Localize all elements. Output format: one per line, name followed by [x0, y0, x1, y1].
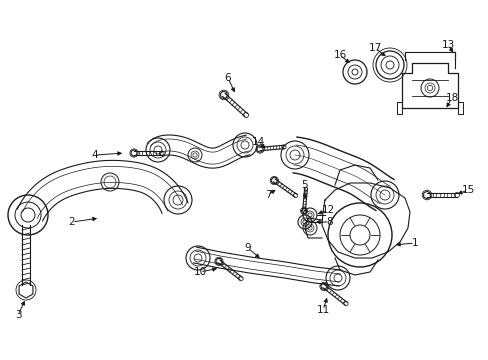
Text: 14: 14 — [251, 137, 264, 147]
Text: 9: 9 — [244, 243, 251, 253]
Text: 15: 15 — [461, 185, 474, 195]
Text: 18: 18 — [445, 93, 458, 103]
Bar — [457, 102, 462, 114]
Text: 7: 7 — [264, 190, 271, 200]
Text: 13: 13 — [441, 40, 454, 50]
Bar — [396, 102, 401, 114]
Text: 3: 3 — [15, 310, 21, 320]
Text: 6: 6 — [224, 73, 231, 83]
Text: 8: 8 — [326, 217, 333, 227]
Text: 17: 17 — [367, 43, 381, 53]
Text: 11: 11 — [316, 305, 329, 315]
Text: 16: 16 — [333, 50, 346, 60]
Text: 4: 4 — [92, 150, 98, 160]
Text: 1: 1 — [411, 238, 417, 248]
Text: 10: 10 — [193, 267, 206, 277]
Text: 2: 2 — [68, 217, 75, 227]
Text: 12: 12 — [321, 205, 334, 215]
Text: 5: 5 — [301, 180, 307, 190]
